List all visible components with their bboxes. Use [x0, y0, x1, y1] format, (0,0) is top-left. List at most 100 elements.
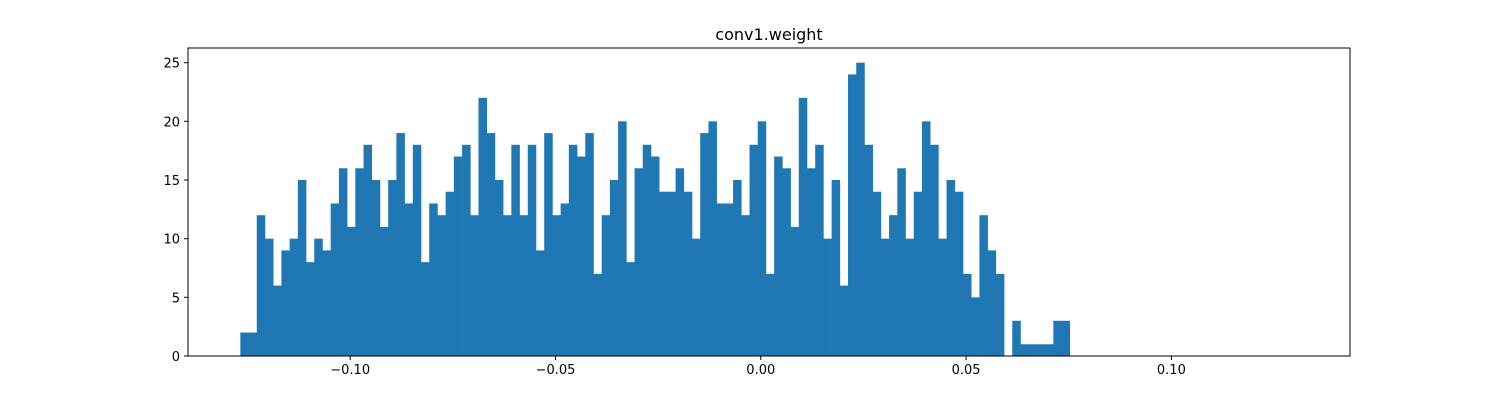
- histogram-bar: [445, 191, 455, 356]
- histogram-bar: [749, 144, 759, 356]
- histogram-bar: [273, 285, 282, 356]
- histogram-bar: [848, 74, 857, 357]
- histogram-bar: [921, 121, 931, 356]
- histogram-bar: [1053, 320, 1062, 356]
- histogram-bar: [954, 191, 964, 356]
- histogram-bar: [733, 180, 742, 356]
- histogram-bar: [782, 168, 791, 356]
- histogram-bar: [634, 168, 644, 356]
- chart-title: conv1.weight: [715, 25, 822, 44]
- histogram-bar: [248, 332, 258, 356]
- histogram-bar: [913, 191, 923, 356]
- histogram-bar: [552, 215, 561, 356]
- histogram-bar: [872, 191, 882, 356]
- histogram-bar: [338, 168, 348, 356]
- histogram-bar: [1028, 344, 1038, 356]
- histogram-bar: [971, 297, 980, 356]
- histogram-bar: [1045, 344, 1054, 356]
- histogram-bar: [511, 144, 520, 356]
- histogram-bars: [240, 62, 1071, 357]
- histogram-bar: [609, 180, 619, 356]
- histogram-bar: [839, 285, 849, 356]
- histogram-bar: [314, 238, 323, 356]
- histogram-bar: [864, 144, 873, 356]
- histogram-bar: [470, 215, 479, 356]
- histogram-bar: [577, 156, 586, 356]
- histogram-bar: [453, 156, 463, 356]
- histogram-bar: [560, 203, 570, 356]
- histogram-bar: [330, 203, 340, 356]
- histogram-bar: [585, 133, 594, 356]
- histogram-bar: [716, 203, 726, 356]
- histogram-bar: [692, 238, 701, 356]
- histogram-bar: [963, 273, 972, 356]
- histogram-bar: [429, 203, 438, 356]
- x-tick-label: −0.10: [330, 363, 370, 378]
- histogram-bar: [519, 215, 529, 356]
- histogram-bar: [987, 250, 997, 356]
- histogram-bar: [757, 121, 767, 356]
- histogram-bar: [683, 191, 693, 356]
- histogram-bar: [889, 215, 898, 356]
- histogram-bar: [1012, 320, 1021, 356]
- histogram-bar: [322, 250, 331, 356]
- histogram-bar: [503, 215, 512, 356]
- histogram-bar: [815, 144, 824, 356]
- histogram-bar: [396, 133, 405, 356]
- histogram-bar: [601, 215, 611, 356]
- histogram-bar: [347, 226, 356, 356]
- histogram-bar: [823, 238, 832, 356]
- x-tick-label: 0.05: [952, 363, 981, 378]
- y-axis: 0 5 10 15 20 25: [163, 57, 188, 365]
- histogram-bar: [1036, 344, 1046, 356]
- histogram-bar: [642, 144, 652, 356]
- x-axis: −0.10 −0.05 0.00 0.05 0.10: [330, 356, 1186, 378]
- histogram-bar: [618, 121, 627, 356]
- histogram-bar: [1020, 344, 1029, 356]
- histogram-bar: [527, 144, 537, 356]
- histogram-bar: [905, 238, 915, 356]
- y-tick-label: 25: [163, 57, 180, 72]
- histogram-bar: [371, 180, 381, 356]
- histogram-bar: [724, 203, 734, 356]
- x-tick-label: 0.00: [746, 363, 775, 378]
- histogram-bar: [256, 215, 266, 356]
- histogram-bar: [363, 144, 373, 356]
- histogram-bar: [437, 215, 446, 356]
- histogram-bar: [938, 238, 947, 356]
- histogram-bar: [979, 215, 988, 356]
- plot-frame: [187, 47, 1351, 357]
- histogram-bar: [297, 180, 307, 356]
- histogram-bar: [355, 168, 364, 356]
- histogram-bar: [240, 332, 249, 356]
- histogram-bar: [388, 180, 397, 356]
- histogram-bar: [626, 262, 635, 356]
- histogram-bar: [774, 156, 783, 356]
- histogram-bar: [478, 97, 488, 357]
- histogram-bar: [404, 203, 414, 356]
- histogram-bar: [880, 238, 890, 356]
- histogram-bar: [379, 226, 389, 356]
- histogram-bar: [568, 144, 578, 356]
- histogram-bar: [700, 133, 709, 356]
- y-tick-label: 5: [172, 291, 180, 306]
- histogram-bar: [1061, 320, 1071, 356]
- histogram-bar: [535, 250, 545, 356]
- x-tick-label: 0.10: [1157, 363, 1186, 378]
- histogram-bar: [946, 180, 956, 356]
- histogram-bar: [486, 133, 496, 356]
- histogram-bar: [856, 62, 865, 357]
- histogram-bar: [741, 215, 750, 356]
- histogram-bar: [798, 97, 808, 357]
- histogram-bar: [421, 262, 430, 356]
- histogram-bar: [306, 262, 315, 356]
- histogram-bar: [930, 144, 939, 356]
- histogram-bar: [264, 238, 274, 356]
- histogram-bar: [765, 273, 775, 356]
- histogram-bar: [462, 144, 471, 356]
- histogram-bar: [289, 238, 299, 356]
- histogram-bar: [831, 180, 841, 356]
- histogram-bar: [667, 191, 676, 356]
- histogram-bar: [708, 121, 717, 356]
